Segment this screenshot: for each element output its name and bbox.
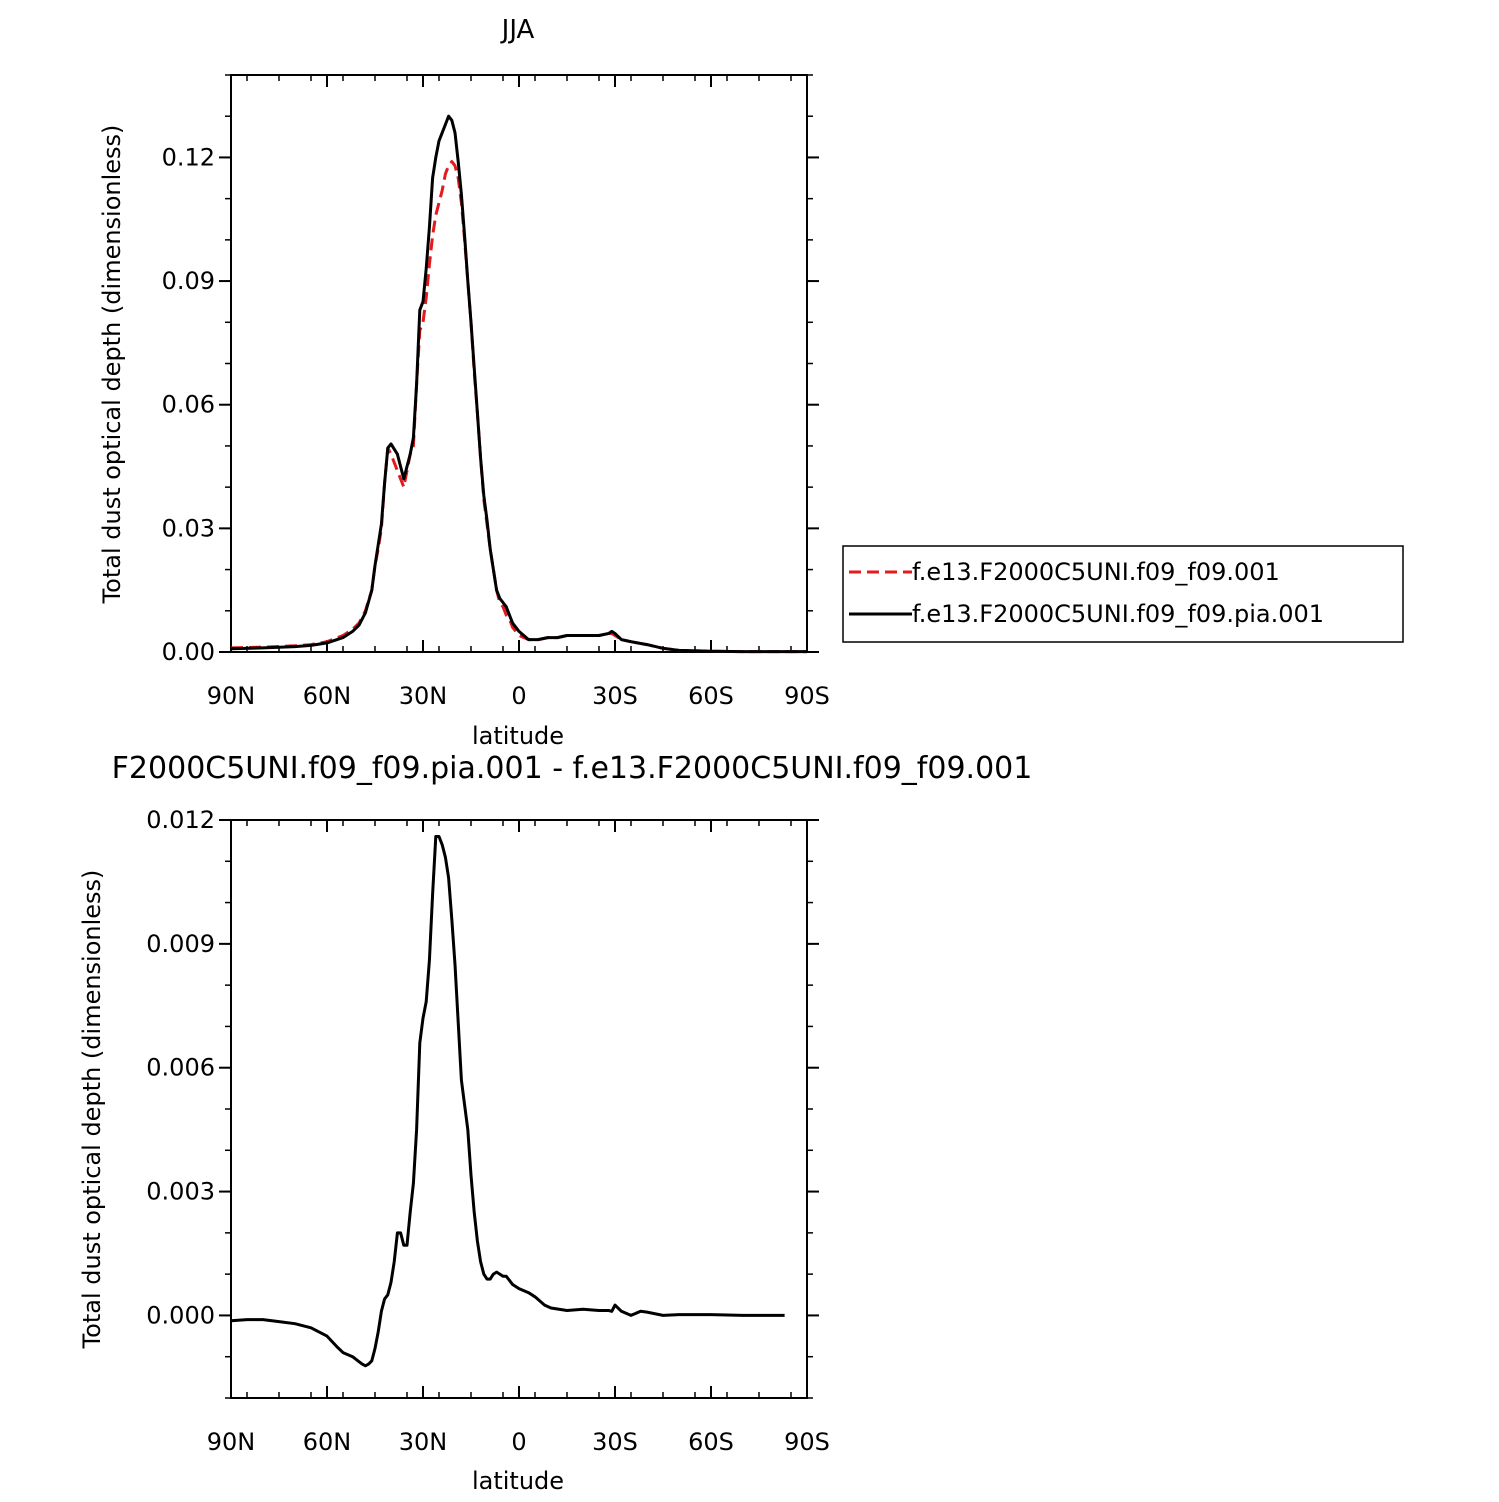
x-axis-label: latitude bbox=[472, 722, 564, 750]
axis-ticks: 90N 60N 30N 0 30S 60S 90S 0.00 0.03 0.06 0.09 0.12 bbox=[162, 74, 830, 710]
x-tick-label: 90N bbox=[207, 1428, 256, 1456]
plot-frame bbox=[230, 819, 808, 1399]
y-tick-label: 0.012 bbox=[146, 806, 215, 834]
y-tick-label: 0.09 bbox=[162, 267, 215, 295]
legend-label-series-1: f.e13.F2000C5UNI.f09_f09.001 bbox=[912, 558, 1280, 586]
x-tick-label: 30N bbox=[399, 682, 448, 710]
x-tick-label: 90S bbox=[784, 682, 830, 710]
legend-box bbox=[842, 545, 1404, 643]
axis-ticks: 90N 60N 30N 0 30S 60S 90S 0.000 0.003 0.006 0.009 0… bbox=[146, 806, 830, 1456]
y-tick-label: 0.006 bbox=[146, 1054, 215, 1082]
x-tick-label: 30S bbox=[592, 1428, 638, 1456]
series-line-1 bbox=[230, 835, 785, 1368]
y-tick-label: 0.03 bbox=[162, 514, 215, 542]
series-lines bbox=[230, 114, 807, 654]
x-tick-label: 30S bbox=[592, 682, 638, 710]
x-tick-label: 60N bbox=[303, 682, 352, 710]
legend: f.e13.F2000C5UNI.f09_f09.001 f.e13.F2000… bbox=[842, 545, 1404, 643]
series-line-1 bbox=[230, 160, 807, 654]
y-axis-label: Total dust optical depth (dimensionless) bbox=[98, 125, 126, 605]
y-tick-label: 0.003 bbox=[146, 1178, 215, 1206]
x-tick-label: 90N bbox=[207, 682, 256, 710]
top-panel: JJA 90N 60N 30N 0 30S 60S 90S 0.00 0.03 0.06 0.09 0… bbox=[98, 15, 1404, 750]
series-lines bbox=[230, 835, 785, 1368]
legend-label-series-2: f.e13.F2000C5UNI.f09_f09.pia.001 bbox=[912, 600, 1324, 628]
series-line-2 bbox=[230, 114, 807, 654]
y-axis-label: Total dust optical depth (dimensionless) bbox=[78, 870, 106, 1350]
plot-frame bbox=[230, 74, 808, 653]
y-tick-label: 0.00 bbox=[162, 638, 215, 666]
chart-title-jja: JJA bbox=[500, 15, 535, 45]
y-tick-label: 0.009 bbox=[146, 930, 215, 958]
x-tick-label: 30N bbox=[399, 1428, 448, 1456]
x-tick-label: 0 bbox=[511, 682, 526, 710]
chart-title-difference: F2000C5UNI.f09_f09.pia.001 - f.e13.F2000… bbox=[112, 751, 1033, 786]
x-axis-label: latitude bbox=[472, 1467, 564, 1495]
x-tick-label: 0 bbox=[511, 1428, 526, 1456]
bottom-panel: F2000C5UNI.f09_f09.pia.001 - f.e13.F2000… bbox=[78, 751, 1032, 1495]
y-tick-label: 0.12 bbox=[162, 143, 215, 171]
x-tick-label: 60N bbox=[303, 1428, 352, 1456]
y-tick-label: 0.06 bbox=[162, 391, 215, 419]
x-tick-label: 60S bbox=[688, 1428, 734, 1456]
x-tick-label: 90S bbox=[784, 1428, 830, 1456]
y-tick-label: 0.000 bbox=[146, 1301, 215, 1329]
x-tick-label: 60S bbox=[688, 682, 734, 710]
